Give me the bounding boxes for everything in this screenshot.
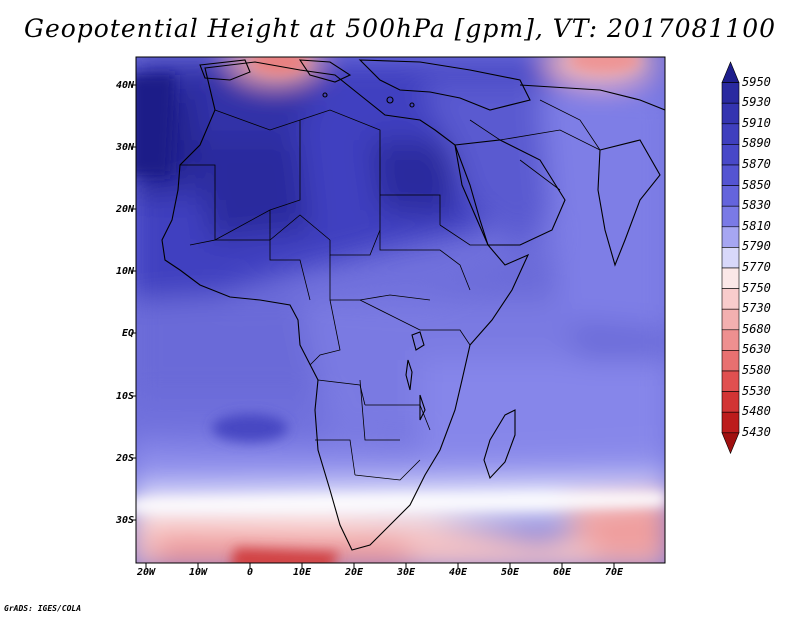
colorbar-swatch [721, 247, 740, 269]
lon-label: 70E [604, 567, 624, 578]
colorbar-label: 5850 [742, 177, 771, 192]
colorbar-swatch [721, 144, 740, 166]
lat-label: 10N [115, 266, 134, 277]
colorbar-swatch [721, 350, 740, 372]
lat-label: 10S [115, 391, 134, 402]
colorbar-label: 5910 [742, 115, 771, 130]
colorbar-swatch [721, 123, 740, 145]
colorbar-swatch [721, 267, 740, 289]
colorbar-label: 5430 [742, 424, 771, 439]
lon-label: 60E [552, 567, 572, 578]
chart-title: Geopotential Height at 500hPa [gpm], VT:… [23, 14, 777, 43]
colorbar-label: 5730 [742, 301, 771, 316]
colorbar-swatch [721, 226, 740, 248]
colorbar-label: 5680 [742, 321, 771, 336]
plot-frame [135, 56, 666, 564]
axis-ticks [131, 84, 615, 568]
colorbar-label: 5890 [742, 136, 771, 151]
lat-label: EQ [121, 328, 134, 339]
credit-text: GrADS: IGES/COLA [4, 604, 82, 613]
lon-label: 50E [500, 567, 520, 578]
colorbar-label: 5790 [742, 239, 771, 254]
lon-label: 0 [246, 567, 254, 578]
colorbar-label: 5930 [742, 95, 771, 110]
lat-label: 40N [115, 80, 134, 91]
lat-label: 20N [115, 204, 134, 215]
lon-label: 10E [292, 567, 312, 578]
colorbar-swatch [721, 411, 740, 434]
colorbar-label: 5480 [742, 404, 771, 419]
country-borders [180, 99, 601, 481]
lon-label: 40E [448, 567, 468, 578]
colorbar-swatch [721, 205, 740, 228]
coastlines [161, 59, 665, 551]
lon-label: 30E [396, 567, 416, 578]
colorbar-label: 5750 [742, 280, 771, 295]
colorbar-swatch [721, 308, 740, 331]
lat-label: 30S [115, 515, 134, 526]
colorbar-label: 5810 [742, 218, 771, 233]
lon-label: 20W [136, 567, 156, 578]
colorbar-swatch [721, 370, 740, 392]
colorbar-swatch [721, 432, 740, 455]
colorbar-swatch [721, 185, 740, 207]
colorbar-label: 5770 [742, 260, 771, 274]
height-field [136, 57, 665, 563]
lon-label: 10W [188, 567, 208, 578]
colorbar-label: 5830 [742, 198, 771, 213]
colorbar-swatch [721, 288, 740, 310]
lon-label: 20E [344, 567, 364, 578]
colorbar-swatch [721, 391, 740, 413]
colorbar-swatch [721, 102, 740, 125]
colorbar-label: 5580 [742, 363, 771, 377]
colorbar-label: 5870 [742, 157, 771, 171]
colorbar-label: 5950 [742, 74, 771, 89]
lat-label: 30N [115, 142, 134, 153]
colorbar-swatch [721, 329, 740, 351]
colorbar-swatch [721, 82, 740, 104]
colorbar-label: 5630 [742, 342, 771, 357]
colorbar-swatch [721, 164, 740, 186]
lat-label: 20S [115, 453, 134, 464]
colorbar [721, 61, 740, 455]
colorbar-swatch [721, 61, 740, 83]
colorbar-label: 5530 [742, 383, 771, 398]
